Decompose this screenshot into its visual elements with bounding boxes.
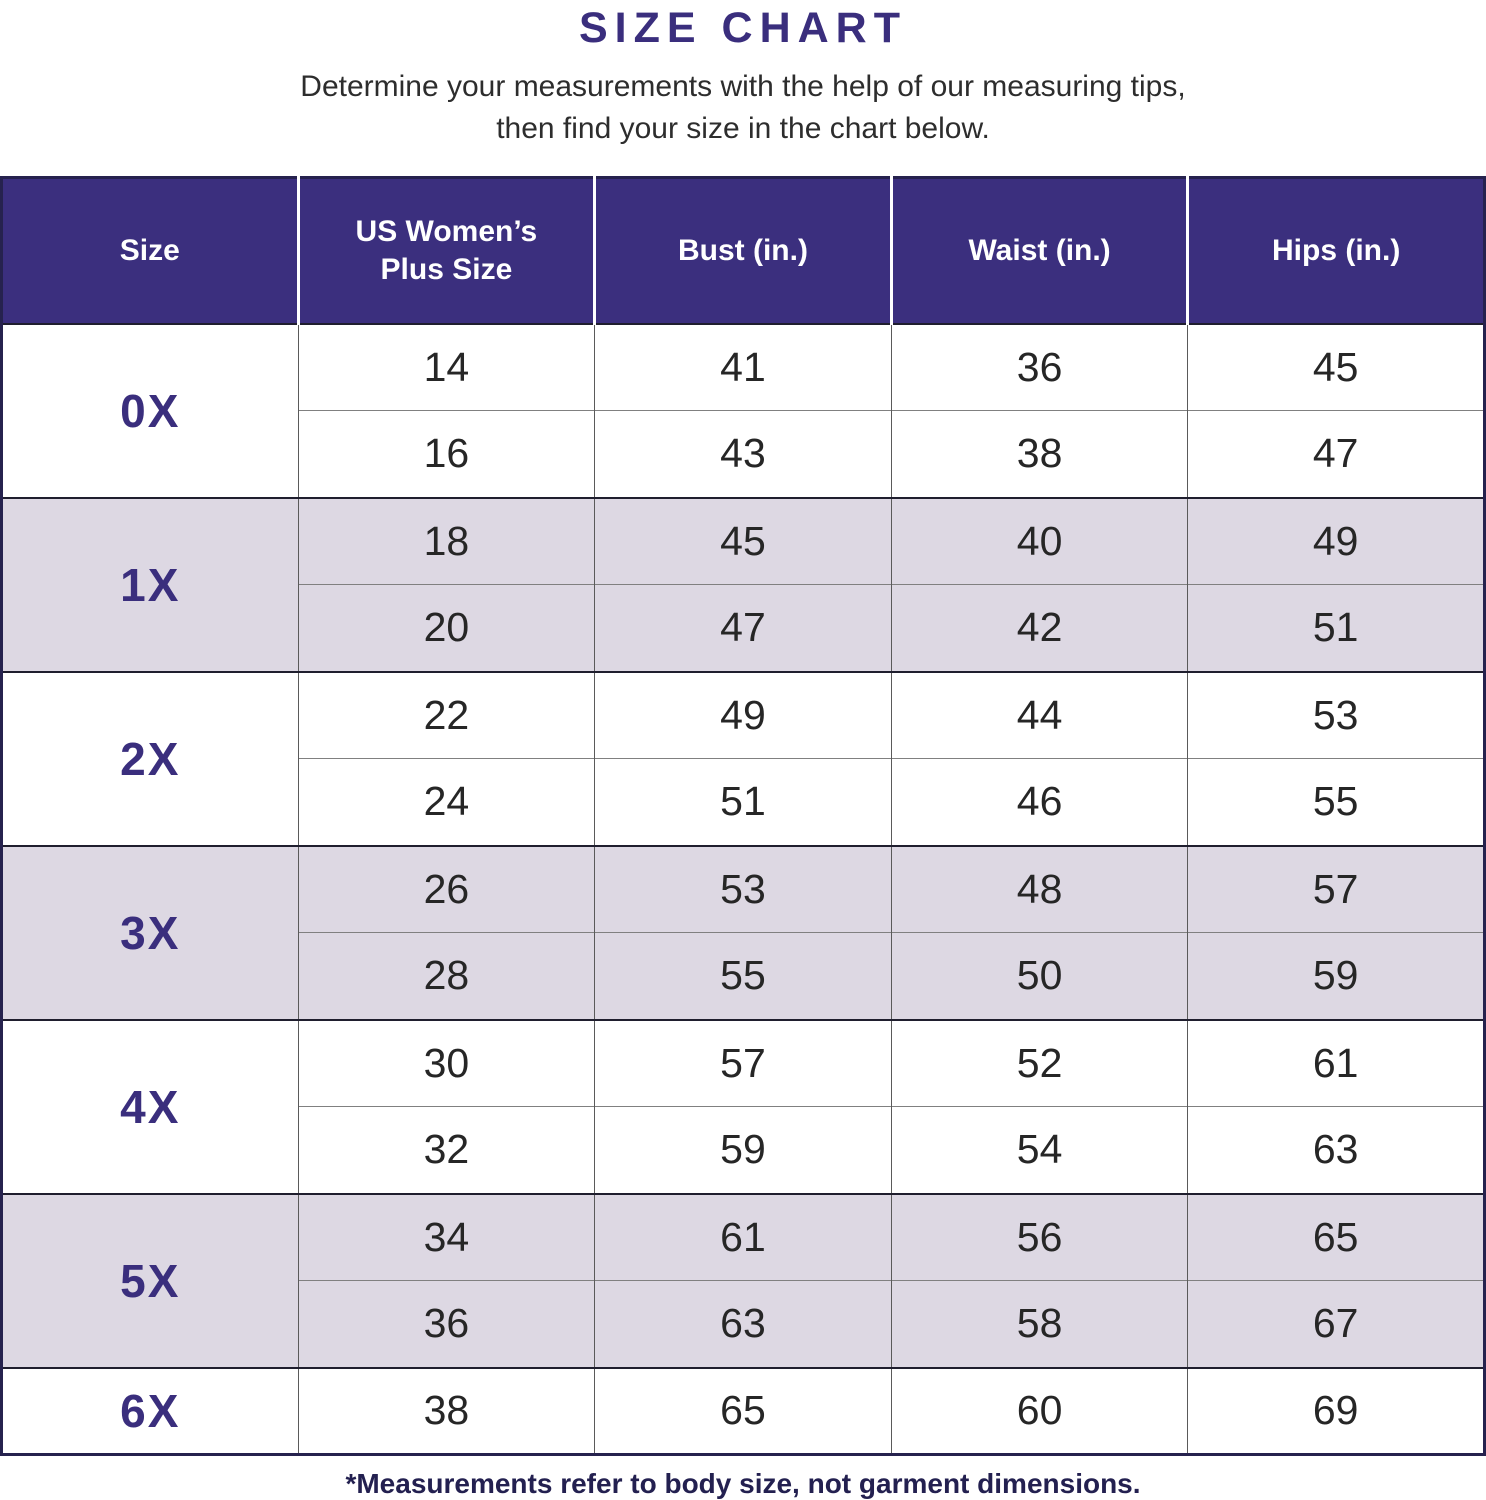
bust-cell: 41 (594, 322, 892, 411)
us-size-cell: 38 (298, 1366, 596, 1455)
us-size-cell: 36 (298, 1280, 596, 1368)
hips-cell: 63 (1187, 1106, 1485, 1194)
table-row: 32 59 54 63 (2, 1106, 1485, 1194)
waist-cell: 56 (891, 1192, 1189, 1281)
table-row: 1X 18 45 40 49 (1, 496, 1485, 672)
waist-cell: 52 (891, 1018, 1189, 1107)
hips-cell: 45 (1187, 322, 1485, 411)
hips-cell: 57 (1187, 844, 1485, 933)
waist-cell: 54 (891, 1106, 1189, 1194)
size-label-3x: 3X (1, 844, 299, 1020)
us-size-cell: 14 (298, 322, 596, 411)
table-row: 0X 14 41 36 45 (1, 322, 1485, 498)
hips-cell: 49 (1187, 496, 1485, 585)
us-size-cell: 18 (298, 496, 596, 585)
bust-cell: 51 (594, 758, 892, 846)
subtitle-line-1: Determine your measurements with the hel… (300, 70, 1186, 103)
hips-cell: 69 (1187, 1366, 1485, 1455)
header-hips: Hips (in.) (1187, 177, 1485, 324)
bust-cell: 63 (594, 1280, 892, 1368)
us-size-cell: 30 (298, 1018, 596, 1107)
hips-cell: 59 (1187, 932, 1485, 1020)
header-row: Size US Women’s Plus Size Bust (in.) Wai… (1, 177, 1485, 324)
hips-cell: 47 (1187, 410, 1485, 498)
table-row: 3X 26 53 48 57 (1, 844, 1485, 1020)
size-label-0x: 0X (1, 322, 299, 498)
hips-cell: 51 (1187, 584, 1485, 672)
header-bust: Bust (in.) (594, 177, 893, 324)
hips-cell: 67 (1187, 1280, 1485, 1368)
table-row: 4X 30 57 52 61 (1, 1018, 1485, 1194)
table-row: 2X 22 49 44 53 (1, 670, 1485, 846)
us-size-cell: 26 (298, 844, 596, 933)
waist-cell: 40 (891, 496, 1189, 585)
table-body: 0X 14 41 36 45 16 43 38 47 1X 18 45 40 4… (1, 322, 1485, 1455)
waist-cell: 36 (891, 322, 1189, 411)
waist-cell: 50 (891, 932, 1189, 1020)
us-size-cell: 20 (298, 584, 596, 672)
size-label-1x: 1X (1, 496, 299, 672)
header-us-plus-size: US Women’s Plus Size (298, 177, 597, 324)
bust-cell: 45 (594, 496, 892, 585)
bust-cell: 61 (594, 1192, 892, 1281)
us-size-cell: 34 (298, 1192, 596, 1281)
us-size-cell: 16 (298, 410, 596, 498)
size-chart-table: Size US Women’s Plus Size Bust (in.) Wai… (0, 176, 1486, 1456)
bust-cell: 49 (594, 670, 892, 759)
hips-cell: 65 (1187, 1192, 1485, 1281)
page-title: SIZE CHART (579, 4, 907, 52)
hips-cell: 55 (1187, 758, 1485, 846)
size-label-5x: 5X (1, 1192, 299, 1368)
hips-cell: 61 (1187, 1018, 1485, 1107)
us-size-cell: 22 (298, 670, 596, 759)
table-row: 16 43 38 47 (2, 410, 1485, 498)
table-row: 5X 34 61 56 65 (1, 1192, 1485, 1368)
waist-cell: 42 (891, 584, 1189, 672)
subtitle: Determine your measurements with the hel… (0, 66, 1486, 150)
table-row: 20 47 42 51 (2, 584, 1485, 672)
waist-cell: 60 (891, 1366, 1189, 1455)
bust-cell: 43 (594, 410, 892, 498)
bust-cell: 47 (594, 584, 892, 672)
waist-cell: 46 (891, 758, 1189, 846)
bust-cell: 65 (594, 1366, 892, 1455)
table-row: 36 63 58 67 (2, 1280, 1485, 1368)
table-row: 24 51 46 55 (2, 758, 1485, 846)
measurements-footnote: *Measurements refer to body size, not ga… (345, 1468, 1141, 1499)
us-size-cell: 28 (298, 932, 596, 1020)
header-size: Size (1, 177, 300, 324)
bust-cell: 55 (594, 932, 892, 1020)
waist-cell: 58 (891, 1280, 1189, 1368)
table-row: 6X 38 65 60 69 (1, 1366, 1485, 1455)
size-label-2x: 2X (1, 670, 299, 846)
waist-cell: 48 (891, 844, 1189, 933)
bust-cell: 53 (594, 844, 892, 933)
header-waist: Waist (in.) (891, 177, 1190, 324)
subtitle-line-2: then find your size in the chart below. (496, 112, 990, 145)
bust-cell: 59 (594, 1106, 892, 1194)
us-size-cell: 24 (298, 758, 596, 846)
waist-cell: 44 (891, 670, 1189, 759)
table-header: Size US Women’s Plus Size Bust (in.) Wai… (1, 177, 1485, 324)
us-size-cell: 32 (298, 1106, 596, 1194)
size-label-6x: 6X (1, 1366, 299, 1455)
table-row: 28 55 50 59 (2, 932, 1485, 1020)
size-label-4x: 4X (1, 1018, 299, 1194)
hips-cell: 53 (1187, 670, 1485, 759)
waist-cell: 38 (891, 410, 1189, 498)
bust-cell: 57 (594, 1018, 892, 1107)
